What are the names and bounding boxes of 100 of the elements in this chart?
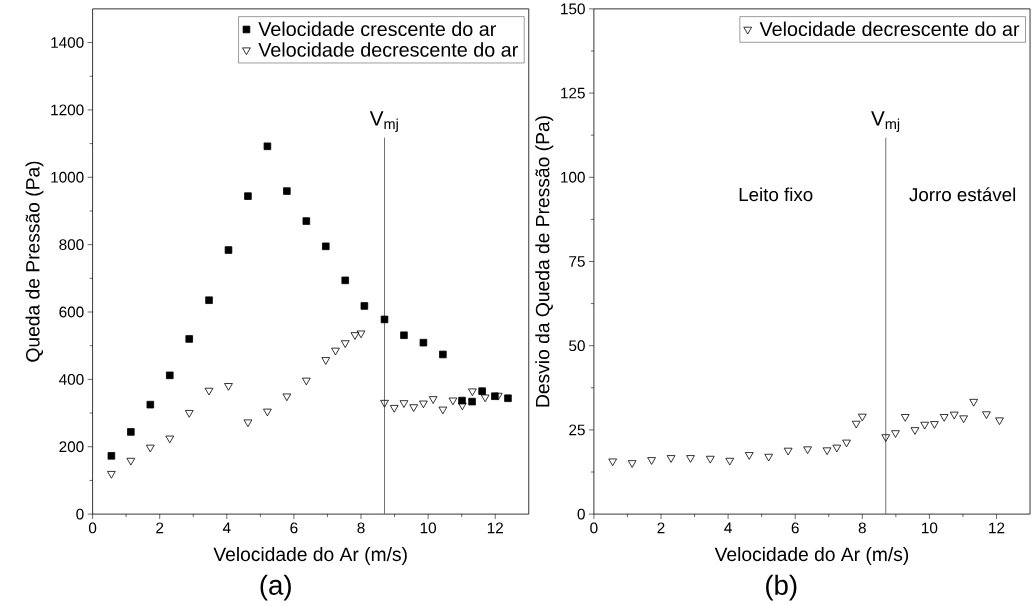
point: [842, 439, 851, 448]
point: [783, 447, 793, 456]
y-tick-label: 100: [561, 171, 585, 183]
point: [930, 421, 939, 429]
point: [910, 427, 920, 435]
point: [263, 408, 272, 417]
point: [340, 340, 350, 348]
legend-label: Velocidade decrescente do ar: [759, 21, 1020, 37]
point: [468, 397, 476, 406]
y-axis-title: Queda de Pressão (Pa): [25, 161, 44, 362]
y-tick-label: 75: [569, 256, 585, 267]
x-tick-label: 10: [922, 522, 938, 534]
point: [263, 142, 272, 151]
ref-line-label: V$_{mj}$: [871, 111, 900, 133]
x-tick-label: 6: [290, 522, 298, 534]
x-axis-title: Velocidade do Ar (m/s): [213, 547, 407, 565]
point: [321, 357, 331, 365]
point: [627, 460, 637, 468]
point: [145, 444, 155, 453]
point: [283, 187, 291, 195]
point: [165, 435, 175, 444]
point: [107, 471, 116, 479]
point: [302, 217, 311, 225]
point: [493, 392, 503, 401]
point: [243, 419, 253, 428]
x-tick-label: 0: [590, 522, 598, 534]
x-tick-label: 2: [156, 522, 164, 534]
y-tick-label: 200: [59, 441, 84, 453]
point: [439, 350, 447, 359]
point: [409, 404, 419, 412]
legend-label: Velocidade crescente do ar: [258, 21, 496, 37]
point: [920, 421, 930, 430]
point: [803, 446, 812, 455]
point: [185, 335, 193, 343]
y-tick-label: 800: [59, 239, 84, 251]
point: [380, 315, 389, 324]
point: [468, 388, 477, 397]
point: [204, 387, 214, 396]
point: [900, 414, 910, 422]
y-tick-label: 600: [59, 306, 84, 318]
point: [448, 397, 458, 406]
y-tick-label: 0: [76, 508, 84, 520]
point: [832, 444, 842, 453]
point: [959, 415, 968, 424]
point: [822, 447, 832, 456]
x-tick-label: 12: [487, 522, 503, 534]
point: [341, 276, 349, 285]
point: [647, 457, 656, 465]
point: [126, 457, 136, 466]
point: [705, 455, 715, 464]
x-tick-label: 10: [420, 522, 437, 534]
point: [399, 400, 409, 408]
x-tick-label: 8: [858, 522, 866, 534]
annotation: Leito fixo: [739, 187, 813, 202]
point: [764, 453, 774, 462]
y-tick-label: 400: [59, 374, 84, 385]
point: [851, 420, 861, 429]
point: [301, 377, 311, 386]
y-tick-label: 1200: [51, 104, 84, 116]
legend-label: Velocidade decrescente do ar: [258, 42, 518, 57]
point: [166, 371, 174, 380]
y-axis-title: Desvio da Queda de Pressão (Pa): [535, 116, 554, 407]
point: [127, 428, 135, 436]
point: [428, 396, 438, 404]
point: [224, 383, 233, 391]
y-tick-label: 50: [569, 340, 585, 352]
y-tick-label: 150: [561, 3, 585, 15]
point: [857, 413, 867, 422]
point: [725, 457, 735, 466]
point: [608, 458, 618, 467]
point: [995, 417, 1004, 426]
x-tick-label: 0: [88, 522, 97, 534]
y-tick-label: 1000: [51, 171, 84, 183]
text: (b): [766, 574, 797, 601]
point: [244, 192, 252, 200]
point: [360, 302, 369, 310]
point: [686, 455, 695, 463]
x-tick-label: 12: [989, 522, 1005, 534]
point: [458, 402, 467, 411]
point: [969, 399, 979, 407]
point: [744, 452, 754, 460]
point: [419, 400, 428, 409]
point: [438, 406, 448, 415]
point: [322, 242, 330, 251]
point: [331, 347, 340, 356]
point: [939, 414, 949, 422]
x-tick-label: 8: [357, 522, 365, 534]
point: [949, 411, 959, 420]
point: [400, 331, 408, 340]
point: [184, 410, 194, 418]
x-tick-label: 4: [724, 522, 732, 534]
point: [891, 430, 900, 438]
point: [666, 455, 676, 463]
y-tick-label: 0: [577, 508, 585, 520]
point: [146, 400, 155, 409]
ref-line-label: V$_{mj}$: [369, 111, 398, 133]
point: [480, 394, 490, 403]
y-tick-label: 1400: [51, 37, 84, 49]
point: [419, 338, 428, 347]
point: [389, 405, 399, 413]
